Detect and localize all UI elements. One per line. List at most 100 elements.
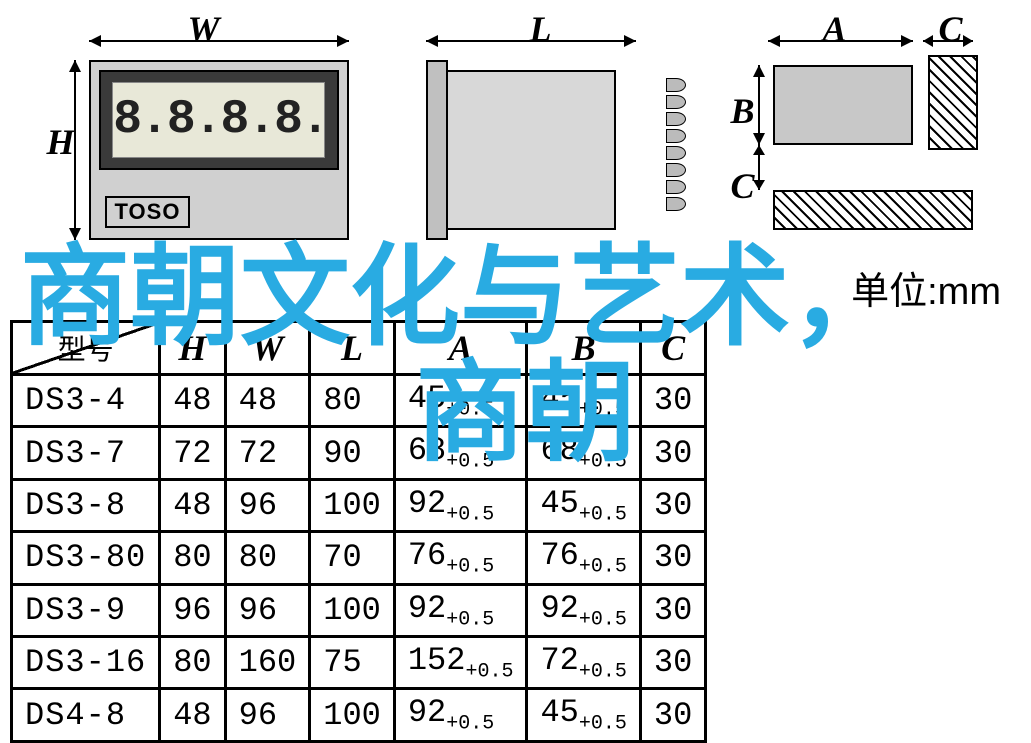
model-column-header: 型号	[12, 322, 160, 375]
l-cell: 100	[310, 479, 395, 531]
c-arrow-side	[758, 145, 760, 190]
model-cell: DS3-9	[12, 584, 160, 636]
a-cell: 45+0.5	[394, 375, 527, 427]
cutout-view-diagram: A C B C	[723, 10, 983, 250]
w-cell: 160	[225, 636, 310, 688]
height-dimension-label: H	[47, 121, 75, 163]
a-cell: 68+0.5	[394, 427, 527, 479]
model-cell: DS3-7	[12, 427, 160, 479]
diagram-row: W H 8.8.8.8. TOSO L A	[0, 0, 1031, 260]
terminal-pin	[666, 95, 686, 109]
c-dimension-label-top: C	[938, 8, 962, 50]
side-bezel	[426, 60, 448, 240]
side-view-diagram: L	[416, 10, 666, 250]
a-cell: 92+0.5	[394, 479, 527, 531]
front-view-diagram: W H 8.8.8.8. TOSO	[49, 10, 359, 250]
w-cell: 48	[225, 375, 310, 427]
height-arrow	[74, 60, 76, 240]
terminal-pin	[666, 129, 686, 143]
lcd-digits: 8.8.8.8.	[113, 93, 327, 147]
table-header-row: 型号 H W L A B C	[12, 322, 706, 375]
terminal-pin	[666, 180, 686, 194]
model-cell: DS3-4	[12, 375, 160, 427]
model-cell: DS3-80	[12, 532, 160, 584]
l-cell: 100	[310, 584, 395, 636]
b-cell: 45+0.5	[527, 689, 640, 741]
hatched-panel-bottom	[773, 190, 973, 230]
terminal-pin	[666, 146, 686, 160]
meter-screen: 8.8.8.8.	[99, 70, 339, 170]
b-dimension-label: B	[731, 90, 755, 132]
terminal-pin	[666, 112, 686, 126]
c-cell: 30	[640, 532, 705, 584]
c-arrow-top	[923, 40, 973, 42]
panel-meter-body: 8.8.8.8. TOSO	[89, 60, 349, 240]
hatched-panel-right	[928, 55, 978, 150]
c-column-header: C	[640, 322, 705, 375]
a-cell: 92+0.5	[394, 584, 527, 636]
brand-label: TOSO	[105, 196, 191, 228]
w-cell: 96	[225, 584, 310, 636]
c-cell: 30	[640, 636, 705, 688]
specification-table: 型号 H W L A B C DS3-448488045+0.545+0.530…	[10, 320, 707, 743]
length-arrow	[426, 40, 636, 42]
w-cell: 72	[225, 427, 310, 479]
l-column-header: L	[310, 322, 395, 375]
h-cell: 48	[160, 479, 225, 531]
terminal-pin	[666, 78, 686, 92]
h-cell: 96	[160, 584, 225, 636]
table-row: DS3-772729068+0.568+0.530	[12, 427, 706, 479]
width-dimension-label: W	[187, 8, 219, 50]
table-row: DS3-8080807076+0.576+0.530	[12, 532, 706, 584]
a-cell: 92+0.5	[394, 689, 527, 741]
model-cell: DS3-16	[12, 636, 160, 688]
b-cell: 45+0.5	[527, 375, 640, 427]
b-column-header: B	[527, 322, 640, 375]
c-cell: 30	[640, 584, 705, 636]
l-cell: 90	[310, 427, 395, 479]
l-cell: 80	[310, 375, 395, 427]
w-cell: 96	[225, 479, 310, 531]
terminal-pin	[666, 163, 686, 177]
length-dimension-label: L	[530, 8, 552, 50]
a-cell: 76+0.5	[394, 532, 527, 584]
table-row: DS3-448488045+0.545+0.530	[12, 375, 706, 427]
model-cell: DS3-8	[12, 479, 160, 531]
table-row: DS3-9969610092+0.592+0.530	[12, 584, 706, 636]
b-arrow	[758, 65, 760, 145]
terminals	[666, 75, 686, 225]
a-dimension-label: A	[823, 8, 847, 50]
l-cell: 100	[310, 689, 395, 741]
lcd-display: 8.8.8.8.	[112, 82, 324, 159]
h-cell: 48	[160, 689, 225, 741]
c-cell: 30	[640, 689, 705, 741]
model-cell: DS4-8	[12, 689, 160, 741]
b-cell: 68+0.5	[527, 427, 640, 479]
b-cell: 72+0.5	[527, 636, 640, 688]
c-cell: 30	[640, 479, 705, 531]
side-body	[446, 70, 616, 230]
l-cell: 75	[310, 636, 395, 688]
h-cell: 80	[160, 636, 225, 688]
a-cell: 152+0.5	[394, 636, 527, 688]
table-row: DS3-168016075152+0.572+0.530	[12, 636, 706, 688]
w-column-header: W	[225, 322, 310, 375]
c-cell: 30	[640, 375, 705, 427]
h-cell: 48	[160, 375, 225, 427]
w-cell: 96	[225, 689, 310, 741]
c-dimension-label-side: C	[731, 165, 755, 207]
l-cell: 70	[310, 532, 395, 584]
terminal-pin	[666, 197, 686, 211]
a-arrow	[768, 40, 913, 42]
b-cell: 45+0.5	[527, 479, 640, 531]
w-cell: 80	[225, 532, 310, 584]
h-column-header: H	[160, 322, 225, 375]
b-cell: 76+0.5	[527, 532, 640, 584]
a-column-header: A	[394, 322, 527, 375]
h-cell: 72	[160, 427, 225, 479]
width-arrow	[89, 40, 349, 42]
c-cell: 30	[640, 427, 705, 479]
table-row: DS3-8489610092+0.545+0.530	[12, 479, 706, 531]
cutout-rectangle	[773, 65, 913, 145]
table-row: DS4-8489610092+0.545+0.530	[12, 689, 706, 741]
